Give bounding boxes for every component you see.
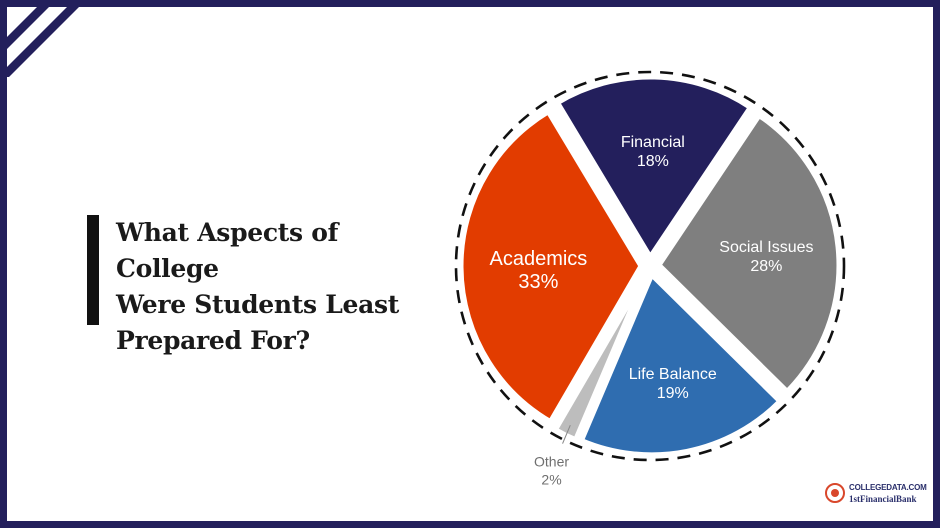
slice-value-financial: 18% <box>637 153 669 170</box>
chart-title-line-3: Prepared For? <box>116 326 310 355</box>
seal-icon <box>825 483 845 503</box>
pie-slice-life-balance <box>578 272 783 458</box>
chart-title-line-2: Were Students Least <box>116 290 399 319</box>
slice-name-other: Other <box>534 454 569 470</box>
slice-value-social-issues: 28% <box>750 258 782 275</box>
slice-name-financial: Financial <box>621 134 685 151</box>
slice-value-other: 2% <box>541 472 561 488</box>
leader-line-other <box>562 424 571 444</box>
brand-line-2: 1stFinancialBank <box>849 494 917 504</box>
slice-value-life-balance: 19% <box>657 385 689 402</box>
slice-name-social-issues: Social Issues <box>719 239 813 256</box>
chart-title-block: What Aspects of College Were Students Le… <box>87 215 437 355</box>
pie-chart: Financial 18% Social Issues 28% Life Balance… <box>454 70 846 488</box>
pie-slice-other <box>552 271 649 443</box>
brand-line-1: COLLEGEDATA.COM <box>849 483 927 492</box>
dashed-outline <box>454 70 846 462</box>
slice-value-academics: 33% <box>518 271 558 293</box>
pie-slice-academics <box>458 109 644 425</box>
pie-slice-social-issues <box>656 113 842 394</box>
slice-name-life-balance: Life Balance <box>629 366 717 383</box>
slice-name-academics: Academics <box>489 248 587 270</box>
chart-title-line-1: What Aspects of College <box>116 218 339 283</box>
corner-stripes-decoration <box>7 7 79 77</box>
brand-logo: COLLEGEDATA.COM 1stFinancialBank <box>825 481 927 511</box>
pie-slice-financial <box>555 74 753 260</box>
